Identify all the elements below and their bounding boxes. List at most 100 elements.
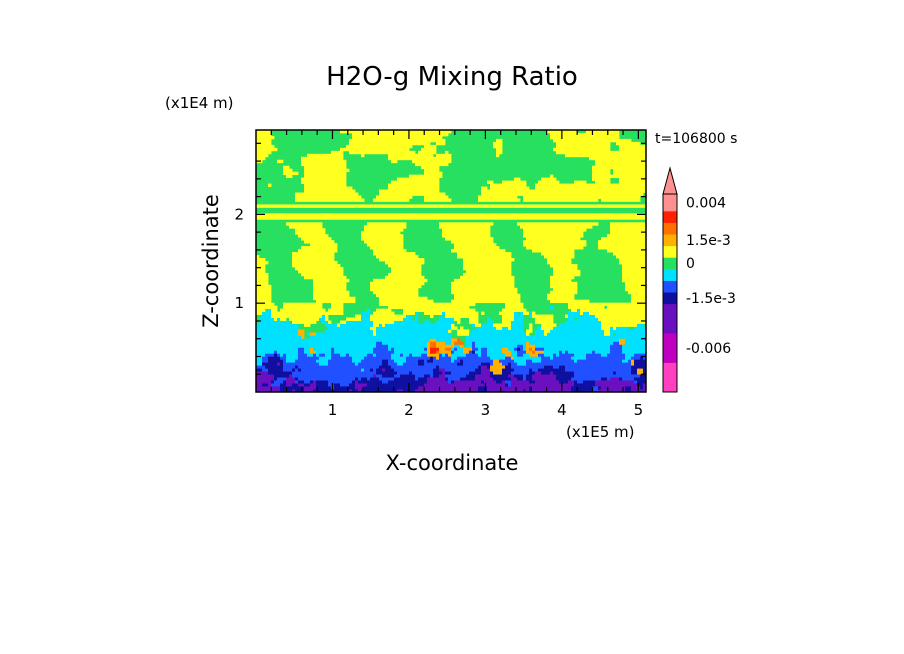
heatmap-cell (565, 314, 569, 318)
heatmap-cell (358, 389, 362, 392)
heatmap-cell (508, 347, 515, 351)
heatmap-cell (367, 377, 371, 381)
heatmap-cell (256, 269, 266, 274)
heatmap-cell (622, 272, 646, 277)
heatmap-cell (511, 383, 575, 387)
heatmap-cell (457, 356, 491, 360)
chart-title: H2O-g Mixing Ratio (326, 62, 578, 92)
heatmap-cell (316, 380, 329, 384)
heatmap-cell (301, 237, 332, 241)
heatmap-cell (550, 281, 578, 286)
heatmap-cell (502, 317, 515, 321)
heatmap-cell (292, 320, 317, 324)
heatmap-cell (259, 317, 275, 321)
heatmap-cell (352, 356, 365, 360)
heatmap-cell (565, 320, 602, 324)
heatmap-cell (427, 347, 431, 351)
colorbar-swatch (663, 194, 677, 212)
x-tick-label: 2 (404, 401, 414, 419)
heatmap-cell (313, 353, 317, 357)
heatmap-cell (523, 347, 527, 351)
colorbar-swatch (663, 257, 677, 270)
heatmap-cell (394, 359, 407, 363)
heatmap-cell (256, 296, 272, 301)
heatmap-cell (484, 380, 497, 384)
heatmap-cell (553, 326, 602, 330)
heatmap-cell (331, 150, 344, 155)
heatmap-cell (445, 353, 449, 357)
heatmap-cell (610, 222, 646, 226)
heatmap-cell (349, 383, 356, 387)
heatmap-cell (283, 359, 287, 363)
heatmap-cell (295, 359, 317, 363)
heatmap-cell (388, 305, 470, 310)
heatmap-cell (415, 389, 479, 392)
heatmap-cell (595, 162, 646, 167)
heatmap-cell (571, 377, 602, 381)
heatmap-cell (460, 359, 464, 363)
heatmap-cell (292, 261, 338, 265)
heatmap-cell (472, 341, 476, 345)
heatmap-cell (331, 350, 335, 354)
heatmap-cell (493, 377, 512, 381)
heatmap-cell (373, 278, 428, 283)
heatmap-cell (535, 186, 646, 190)
heatmap-cell (478, 389, 488, 392)
heatmap-cell (460, 344, 464, 348)
heatmap-cell (502, 380, 506, 384)
heatmap-cell (283, 305, 323, 310)
heatmap-cell (310, 243, 338, 247)
heatmap-cell (451, 240, 494, 244)
heatmap-cell (256, 308, 266, 313)
heatmap-cell (532, 311, 536, 315)
heatmap-cell (391, 365, 437, 369)
heatmap-cell (559, 380, 569, 384)
heatmap-cell (508, 326, 512, 330)
heatmap-cell (310, 335, 452, 339)
heatmap-cell (373, 320, 395, 324)
heatmap-cell (463, 347, 473, 351)
heatmap-cell (550, 278, 572, 283)
heatmap-cell (361, 389, 398, 392)
heatmap-cell (466, 335, 646, 339)
heatmap-cell (508, 362, 512, 366)
heatmap-cell (388, 380, 428, 384)
heatmap-cell (394, 374, 401, 378)
heatmap-cell (520, 347, 524, 351)
heatmap-cell (433, 371, 443, 375)
heatmap-cell (625, 287, 646, 292)
heatmap-cell (598, 243, 646, 247)
heatmap-cell (286, 377, 296, 381)
heatmap-cell (640, 356, 644, 360)
heatmap-cell (256, 263, 266, 268)
heatmap-cell (391, 159, 398, 164)
heatmap-cell (613, 371, 617, 375)
heatmap-cell (577, 359, 623, 363)
heatmap-cell (463, 263, 512, 268)
heatmap-cell (328, 308, 344, 313)
heatmap-cell (469, 320, 479, 324)
heatmap-cell (256, 356, 263, 360)
heatmap-cell (394, 320, 419, 324)
heatmap-cell (361, 377, 368, 381)
heatmap-cell (268, 183, 272, 187)
heatmap-cell (526, 329, 533, 333)
heatmap-cell (256, 386, 281, 390)
heatmap-cell (592, 177, 611, 182)
heatmap-cell (481, 186, 488, 190)
heatmap-cell (328, 362, 356, 366)
heatmap-cell (550, 371, 554, 375)
heatmap-cell (526, 332, 530, 336)
heatmap-cell (256, 362, 263, 366)
heatmap-cell (613, 168, 646, 173)
heatmap-cell (553, 365, 560, 369)
heatmap-cell (475, 374, 491, 378)
heatmap-cell (544, 332, 548, 336)
heatmap-cell (307, 353, 314, 357)
heatmap-cell (532, 389, 572, 392)
heatmap-cell (319, 356, 332, 360)
heatmap-cell (625, 281, 646, 286)
heatmap-cell (436, 356, 440, 360)
heatmap-cell (490, 362, 494, 366)
